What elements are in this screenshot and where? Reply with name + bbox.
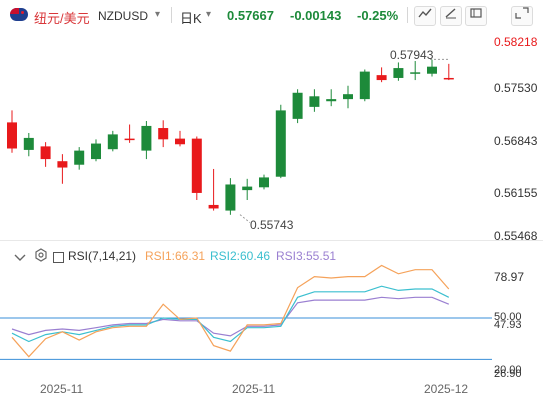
- date-axis-label: 2025-11: [232, 382, 276, 396]
- price-axis-label: 0.55468: [494, 229, 538, 243]
- symbol-selector[interactable]: NZDUSD: [98, 9, 148, 23]
- checkbox-icon[interactable]: [53, 250, 64, 268]
- price-axis-label: 0.56843: [494, 134, 538, 148]
- low-marker-line: [239, 214, 251, 223]
- rsi2-value: RSI2:60.46: [210, 249, 271, 263]
- rsi-chart[interactable]: [0, 262, 492, 377]
- candle-body: [158, 128, 169, 140]
- rsi3-value: RSI3:55.51: [276, 249, 337, 263]
- indicator-name: RSI(7,14,21): [68, 249, 137, 263]
- draw-icon[interactable]: [440, 6, 462, 26]
- candle-body: [259, 177, 269, 188]
- pair-cn-label: 纽元/美元: [34, 11, 90, 26]
- candle-body: [275, 110, 286, 177]
- rsi2-line: [11, 285, 450, 343]
- price-axis-label: 0.58218: [494, 35, 538, 49]
- collapse-icon[interactable]: [14, 250, 26, 268]
- candle-body: [40, 146, 51, 160]
- candle-body: [57, 161, 68, 168]
- candlestick-chart[interactable]: [0, 30, 492, 235]
- candle-body: [309, 96, 320, 107]
- candle-body: [7, 122, 17, 149]
- candle-body: [359, 71, 370, 100]
- candle-body: [141, 125, 152, 151]
- candle-body: [410, 72, 421, 74]
- candle-body: [191, 138, 202, 193]
- chevron-down-icon[interactable]: ▾: [206, 9, 212, 20]
- timeframe-selector[interactable]: 日K: [180, 11, 202, 26]
- last-price: 0.57667: [227, 8, 274, 23]
- candle-body: [208, 204, 219, 209]
- rsi1-line: [11, 264, 450, 358]
- settings-icon[interactable]: [34, 248, 48, 267]
- candle-body: [393, 68, 404, 78]
- line-chart-icon[interactable]: [414, 6, 436, 26]
- chevron-down-icon[interactable]: ▾: [155, 9, 161, 20]
- rsi-axis-label: 47.93: [494, 319, 522, 331]
- candle-body: [242, 186, 253, 191]
- rsi-axis-label: 78.97: [494, 270, 525, 284]
- candle-body: [107, 134, 118, 150]
- date-axis-label: 2025-12: [424, 382, 469, 396]
- pane-divider: [0, 240, 543, 241]
- candle-body: [376, 75, 387, 81]
- rsi-axis-label: 20.00: [494, 364, 522, 376]
- date-axis-label: 2025-11: [40, 382, 84, 396]
- candle-body: [292, 92, 303, 119]
- nz-flag-icon: [10, 8, 28, 21]
- candle-body: [326, 99, 337, 102]
- rsi-axis-label: 26.90: [494, 368, 522, 380]
- candle-body: [343, 94, 353, 100]
- price-axis-label: 0.57530: [494, 81, 538, 95]
- rsi-axis-label: 50.00: [494, 311, 522, 323]
- price-axis-label: 0.56155: [494, 186, 538, 200]
- candle-body: [443, 77, 454, 80]
- candle-body: [427, 66, 437, 74]
- low-price-label: 0.55743: [250, 218, 294, 232]
- candle-body: [175, 138, 185, 145]
- high-price-label: 0.57943: [390, 48, 434, 62]
- candle-body: [91, 143, 101, 160]
- candle-body: [74, 150, 85, 165]
- candle-body: [124, 138, 135, 141]
- quote-header: 纽元/美元 NZDUSD ▾ 日K ▾ 0.57667 -0.00143 -0.…: [0, 0, 543, 30]
- price-change-pct: -0.25%: [357, 8, 399, 23]
- expand-icon[interactable]: [511, 6, 533, 26]
- rsi1-value: RSI1:66.31: [145, 249, 206, 263]
- candle-body: [23, 137, 34, 150]
- price-change: -0.00143: [290, 8, 342, 23]
- rsi3-line: [11, 296, 450, 337]
- candle-body: [225, 184, 236, 211]
- edit-icon[interactable]: [465, 6, 487, 26]
